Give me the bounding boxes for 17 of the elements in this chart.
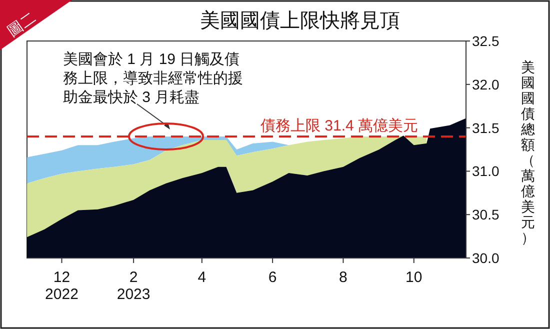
x-tick-label: 12 2022 <box>45 269 78 303</box>
y-tick-label: 32.0 <box>472 76 500 92</box>
annotation: 美國會於 1 月 19 日觸及債務上限，導致非經常性的援助金最快於 3 月耗盡 <box>63 51 243 106</box>
x-tick-label: 8 <box>339 269 348 286</box>
ref-line-label: 債務上限 31.4 萬億美元 <box>260 117 418 134</box>
y-tick-label: 30.0 <box>472 250 500 266</box>
y-tick-label: 30.5 <box>472 206 500 223</box>
figure-badge: 圖二 <box>0 0 72 50</box>
x-tick-label: 4 <box>198 269 206 286</box>
y-tick-label: 31.5 <box>472 120 500 136</box>
y-tick-label: 31.0 <box>472 163 500 180</box>
title: 美國國債上限快將見頂 <box>200 10 400 32</box>
x-tick-label: 2 2023 <box>116 269 150 303</box>
y-tick-label: 32.5 <box>472 33 500 49</box>
x-tick-label: 6 <box>268 269 277 286</box>
ylabel: 美國國債總額（萬億美元） <box>521 59 535 246</box>
x-tick-label: 10 <box>406 269 422 286</box>
